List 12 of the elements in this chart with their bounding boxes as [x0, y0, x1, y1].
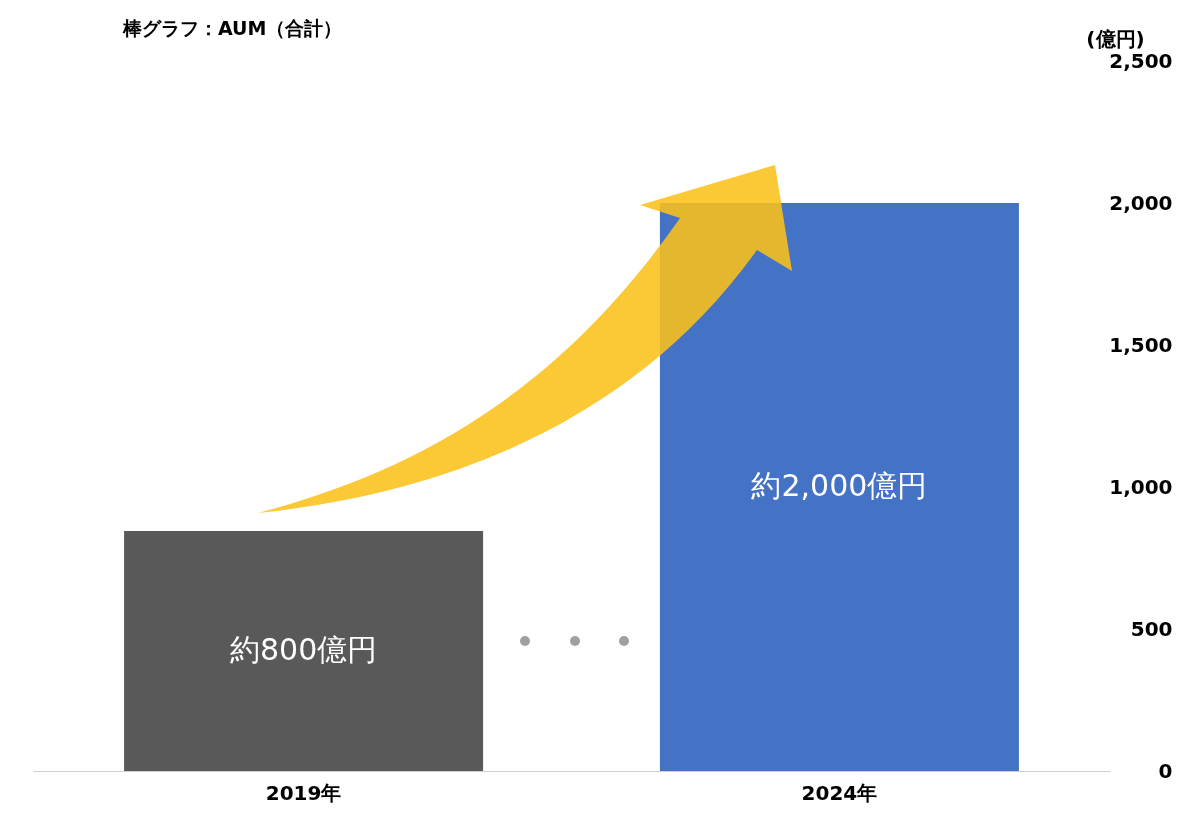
chart-title: 棒グラフ：AUM（合計）: [122, 17, 343, 39]
x-tick-label: 2019年: [265, 780, 342, 805]
x-tick-label: 2024年: [801, 780, 878, 805]
y-tick-label: 1,500: [1109, 332, 1173, 357]
y-tick-label: 2,500: [1109, 48, 1173, 73]
y-axis-title: (億円): [1086, 26, 1145, 51]
data-label: 約800億円: [229, 632, 378, 668]
data-label: 約2,000億円: [751, 468, 928, 503]
y-tick-label: 2,000: [1109, 190, 1173, 215]
y-tick-label: 1,000: [1109, 474, 1173, 499]
y-tick-label: 500: [1130, 616, 1173, 641]
y-tick-label: 0: [1158, 758, 1173, 783]
